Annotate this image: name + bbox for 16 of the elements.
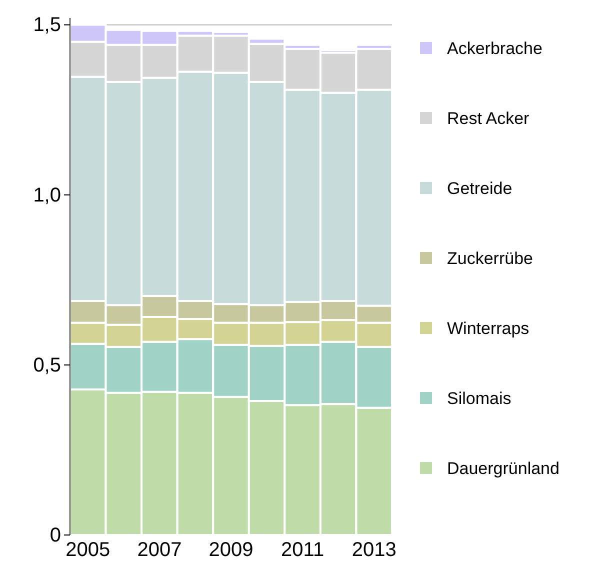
legend-label: Silomais	[447, 388, 512, 408]
legend-label: Winterraps	[447, 318, 530, 338]
legend-label: Ackerbrache	[447, 38, 542, 58]
x-tick-label: 2007	[137, 539, 182, 561]
x-tick-label: 2005	[66, 539, 110, 561]
y-tick-label: 1,0	[33, 184, 61, 206]
y-tick-label: 0,5	[33, 354, 61, 376]
x-tick-label: 2013	[352, 539, 396, 561]
y-tick-label: 0	[50, 524, 61, 546]
x-tick-label: 2011	[281, 539, 324, 561]
y-tick-label: 1,5	[33, 14, 61, 36]
x-tick-label: 2009	[208, 539, 254, 561]
text: Getreide	[447, 178, 512, 198]
legend-label: Dauergrünland	[447, 458, 560, 478]
text: Rest Acker	[447, 108, 530, 128]
legend-label: Zuckerrübe	[447, 248, 533, 268]
